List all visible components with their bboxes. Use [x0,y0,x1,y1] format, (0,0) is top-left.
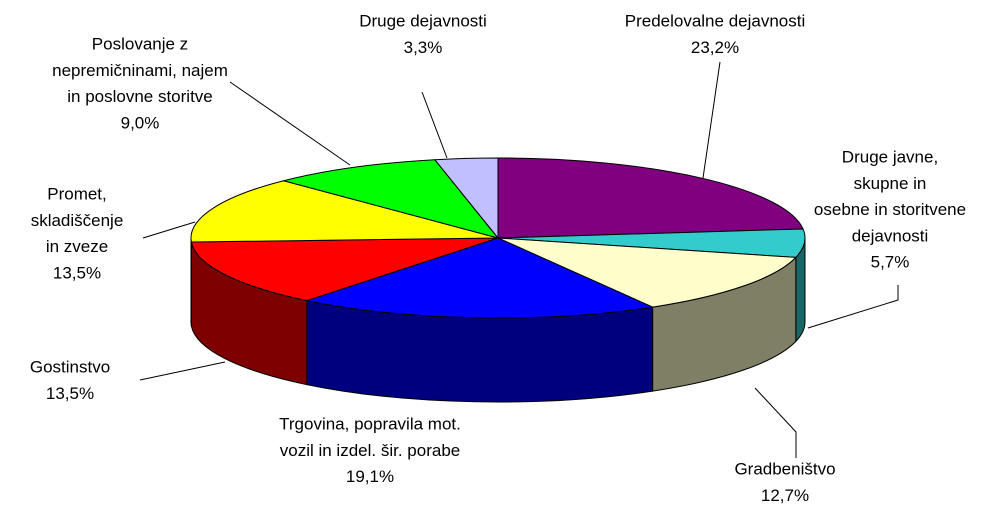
leader-line [754,387,797,458]
leader-line [421,91,448,159]
value-label: 23,2% [691,38,739,57]
category-label: Gostinstvo [30,357,110,376]
leader-line [807,285,899,329]
leader-line [229,81,351,166]
category-label: skladiščenje [31,211,124,230]
value-label: 12,7% [761,486,809,505]
data-label: Druge dejavnosti 3,3% [359,11,487,56]
category-label: Gradbeništvo [734,459,835,478]
data-label: Gostinstvo 13,5% [30,357,110,402]
value-label: 13,5% [53,263,101,282]
value-label: 13,5% [46,384,94,403]
value-label: 5,7% [871,253,910,272]
slice [497,237,797,308]
category-label: Poslovanje z [92,34,188,53]
category-label: nepremičninami, najem [52,61,228,80]
value-label: 3,3% [404,38,443,57]
data-label: Gradbeništvo 12,7% [734,459,835,504]
category-label: osebne in storitvene [814,200,966,219]
data-label: Druge javne, skupne in osebne in storitven… [814,147,966,271]
slice [281,159,500,239]
category-label: Promet, [47,184,107,203]
leader-line [139,361,226,381]
category-label: vozil in izdel. šir. porabe [280,441,460,460]
slice [190,237,499,302]
data-label: Predelovalne dejavnosti 23,2% [625,11,806,56]
data-label: Promet, skladiščenje in zveze 13,5% [31,184,124,282]
leader-line [702,61,721,179]
value-label: 9,0% [121,113,160,132]
category-label: Predelovalne dejavnosti [625,11,806,30]
slice [433,157,499,240]
slice [190,180,499,243]
value-label: 19,1% [346,467,394,486]
category-label: Druge javne, [842,147,938,166]
category-label: in zveze [46,237,108,256]
category-label: skupne in [854,174,927,193]
category-label: dejavnosti [852,226,929,245]
category-label: in poslovne storitve [67,87,213,106]
data-label: Poslovanje z nepremičninami, najem in posl… [52,34,228,132]
slice [497,157,804,239]
category-label: Trgovina, popravila mot. [279,414,461,433]
category-label: Druge dejavnosti [359,11,487,30]
data-label: Trgovina, popravila mot. vozil in izdel. … [279,414,461,486]
leader-line [142,221,196,239]
slice [304,237,655,319]
